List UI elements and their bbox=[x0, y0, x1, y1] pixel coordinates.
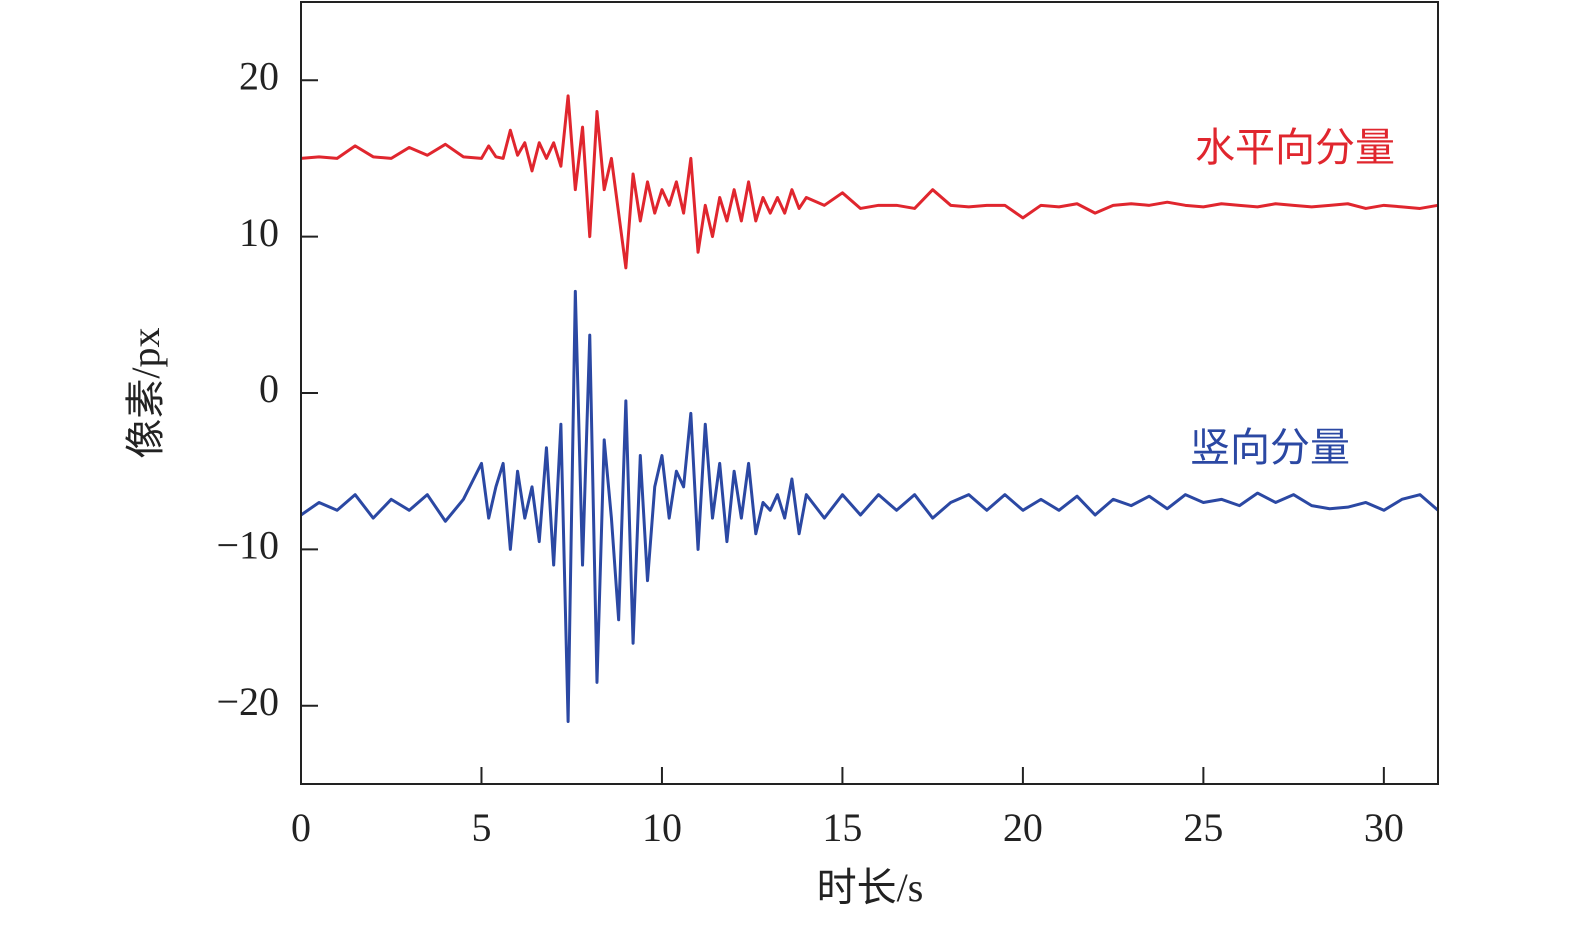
x-tick-label: 10 bbox=[642, 805, 682, 850]
x-tick-label: 15 bbox=[822, 805, 862, 850]
y-axis-label: 像素/px bbox=[123, 327, 168, 458]
x-tick-label: 30 bbox=[1364, 805, 1404, 850]
y-tick-label: 20 bbox=[239, 53, 279, 98]
series-line bbox=[300, 94, 1439, 270]
series-label: 竖向分量 bbox=[1190, 425, 1350, 470]
x-tick-label: 20 bbox=[1003, 805, 1043, 850]
x-tick-label: 25 bbox=[1183, 805, 1223, 850]
y-tick-label: −10 bbox=[216, 523, 279, 568]
series-line bbox=[300, 289, 1439, 723]
y-tick-label: −20 bbox=[216, 679, 279, 724]
series-label: 水平向分量 bbox=[1195, 125, 1395, 170]
x-axis-label: 时长/s bbox=[817, 865, 924, 910]
y-tick-label: 0 bbox=[259, 366, 279, 411]
x-tick-label: 0 bbox=[291, 805, 311, 850]
y-tick-label: 10 bbox=[239, 210, 279, 255]
x-tick-label: 5 bbox=[471, 805, 491, 850]
plot-frame bbox=[300, 1, 1439, 785]
